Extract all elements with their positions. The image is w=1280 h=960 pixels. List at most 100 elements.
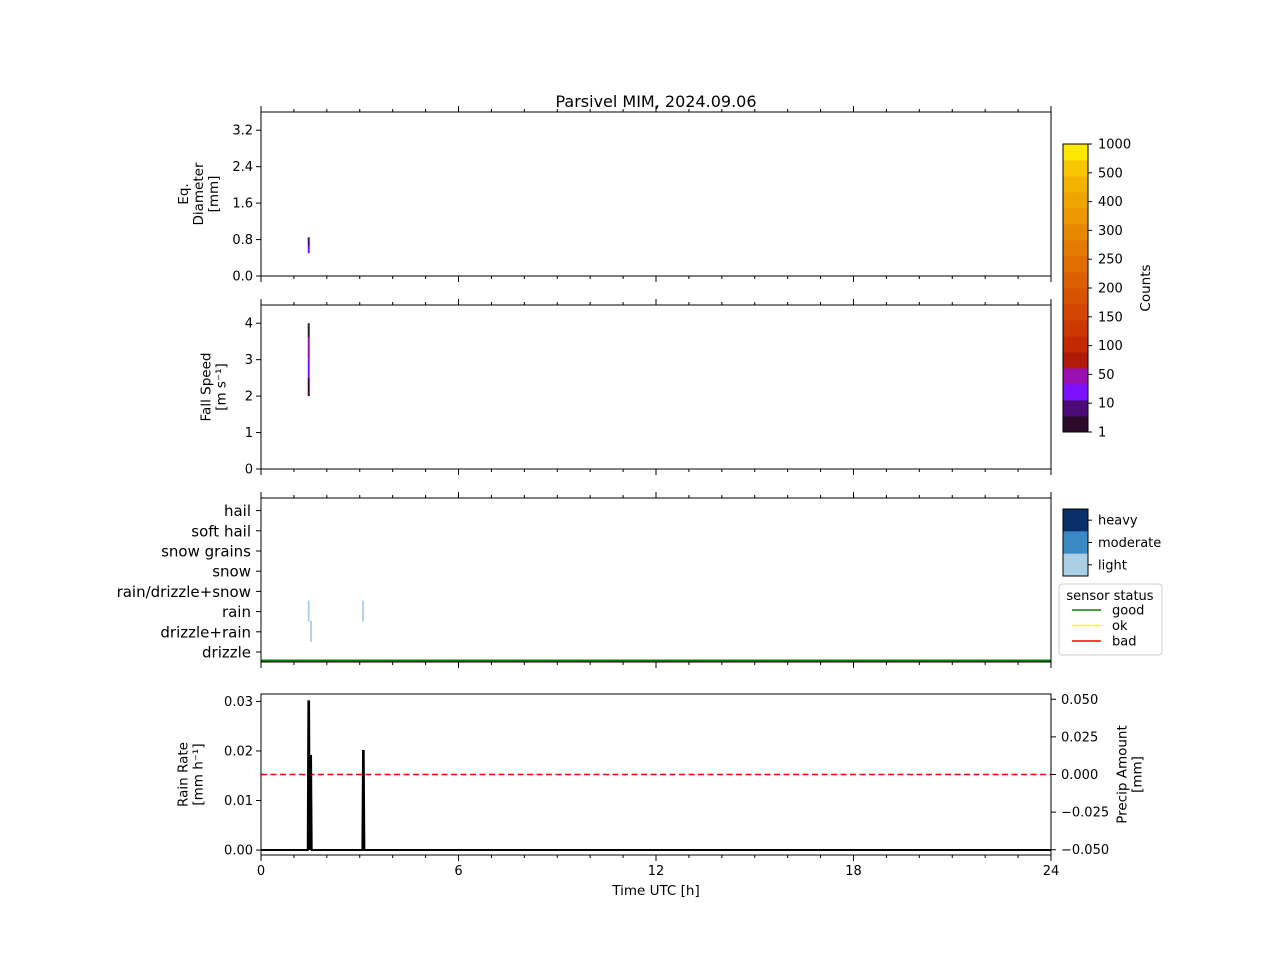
x-tick-label: 12 xyxy=(648,864,665,879)
colorbar-segment xyxy=(1063,160,1088,177)
x-tick-label: 24 xyxy=(1043,864,1060,879)
colorbar-tick-label: 500 xyxy=(1098,166,1123,181)
y2-axis-label: Precip Amount xyxy=(1115,725,1131,824)
y-tick-label: 3.2 xyxy=(232,124,253,139)
y-tick-label: 1 xyxy=(245,426,253,441)
intensity-colorbar: heavy moderate light xyxy=(1062,508,1161,577)
precip-type-panel: drizzle drizzle+rain rain rain/drizzle+snow… xyxy=(117,492,1052,668)
y-tick-label: 0.03 xyxy=(224,695,253,710)
y2-tick-label: 0.000 xyxy=(1061,768,1098,783)
rain-rate-line xyxy=(261,700,1051,852)
y-tick-label: 0.0 xyxy=(232,270,253,285)
colorbar-segment xyxy=(1063,256,1088,273)
y2-tick-label: 0.025 xyxy=(1061,730,1098,745)
legend-item-label: bad xyxy=(1112,635,1136,650)
y-axis-label: Fall Speed xyxy=(199,353,215,422)
heatmap-cell xyxy=(307,237,310,247)
intensity-frame xyxy=(1062,508,1089,577)
legend-title: sensor status xyxy=(1066,589,1153,604)
diameter-panel: 0.0 0.8 1.6 2.4 3.2 Eq. Diameter [mm] xyxy=(176,106,1052,285)
colorbar-segment xyxy=(1063,368,1088,385)
colorbar-tick-label: 10 xyxy=(1098,397,1115,412)
colorbar-segment xyxy=(1063,336,1088,353)
chart-title: Parsivel MIM, 2024.09.06 xyxy=(555,92,756,111)
colorbar-segment xyxy=(1063,192,1088,209)
colorbar-segment xyxy=(1063,272,1088,289)
legend-item-label: ok xyxy=(1112,619,1128,634)
intensity-segment xyxy=(1063,531,1088,554)
category-label: snow grains xyxy=(161,543,251,561)
colorbar-tick-label: 100 xyxy=(1098,339,1123,354)
category-label: snow xyxy=(212,563,251,581)
y-tick-label: 2.4 xyxy=(232,160,253,175)
colorbar-segment xyxy=(1063,400,1088,417)
heatmap-cell xyxy=(307,377,310,397)
colorbar-tick-label: 200 xyxy=(1098,282,1123,297)
category-label: rain xyxy=(222,603,251,621)
y2-tick-label: 0.050 xyxy=(1061,693,1098,708)
category-label: soft hail xyxy=(191,522,251,540)
counts-colorbar: 1 10 50 100 150 200 250 300 400 500 1000 Counts xyxy=(1062,138,1154,441)
y-axis-label: Rain Rate xyxy=(176,742,192,807)
y-tick-label: 1.6 xyxy=(232,197,253,212)
y2-axis-label: [mm] xyxy=(1130,756,1146,793)
colorbar-segment xyxy=(1063,240,1088,257)
colorbar-segment xyxy=(1063,304,1088,321)
y-tick-label: 0 xyxy=(245,463,253,478)
y-axis-label: Eq. xyxy=(176,183,192,204)
category-label: rain/drizzle+snow xyxy=(117,583,251,601)
y-tick-label: 4 xyxy=(245,317,253,332)
colorbar-tick-label: 1000 xyxy=(1098,138,1131,153)
colorbar-tick-label: 400 xyxy=(1098,195,1123,210)
intensity-label: heavy xyxy=(1098,514,1138,529)
colorbar-segment xyxy=(1063,416,1088,433)
colorbar-segment xyxy=(1063,208,1088,225)
fall-speed-panel: 0 1 2 3 4 Fall Speed [m s⁻¹] xyxy=(199,299,1052,478)
y-tick-label: 3 xyxy=(245,353,253,368)
colorbar-segment xyxy=(1063,144,1088,161)
y-axis-label: [m s⁻¹] xyxy=(214,363,230,411)
colorbar-segment xyxy=(1063,352,1088,369)
colorbar-tick-label: 1 xyxy=(1098,426,1106,441)
colorbar-tick-label: 150 xyxy=(1098,310,1123,325)
heatmap-cell xyxy=(307,359,310,378)
legend-frame xyxy=(1058,583,1163,656)
colorbar-segment xyxy=(1063,320,1088,337)
legend-item-label: good xyxy=(1112,604,1144,619)
y-tick-label: 0.8 xyxy=(232,233,253,248)
x-tick-label: 6 xyxy=(454,864,462,879)
rain-rate-panel: 0.00 0.01 0.02 0.03 0.050 0.025 0.000 −0.025 −0.… xyxy=(176,693,1146,879)
x-tick-label: 18 xyxy=(845,864,862,879)
intensity-segment xyxy=(1063,509,1088,532)
colorbar-segment xyxy=(1063,288,1088,305)
category-label: drizzle+rain xyxy=(160,623,251,641)
colorbar-segment xyxy=(1063,384,1088,401)
intensity-label: moderate xyxy=(1098,536,1161,551)
colorbar-label: Counts xyxy=(1138,264,1154,311)
y-axis-label: [mm h⁻¹] xyxy=(191,743,207,805)
y-tick-label: 0.00 xyxy=(224,844,253,859)
category-label: hail xyxy=(224,502,251,520)
colorbar-tick-label: 50 xyxy=(1098,368,1115,383)
colorbar-tick-label: 250 xyxy=(1098,253,1123,268)
y-tick-label: 2 xyxy=(245,390,253,405)
x-axis-label: Time UTC [h] xyxy=(611,883,699,899)
heatmap-cell xyxy=(307,323,310,338)
y-tick-label: 0.01 xyxy=(224,794,253,809)
y-axis-label: [mm] xyxy=(206,176,222,213)
heatmap-cell xyxy=(307,337,310,360)
category-label: drizzle xyxy=(202,644,251,662)
y2-tick-label: −0.050 xyxy=(1061,843,1109,858)
heatmap-cell xyxy=(307,246,310,254)
intensity-segment xyxy=(1063,553,1088,577)
intensity-label: light xyxy=(1098,558,1127,573)
colorbar-segment xyxy=(1063,224,1088,241)
y2-tick-label: −0.025 xyxy=(1061,806,1109,821)
y-axis-label: Diameter xyxy=(191,162,207,225)
x-tick-label: 0 xyxy=(257,864,265,879)
y-tick-label: 0.02 xyxy=(224,744,253,759)
colorbar-segment xyxy=(1063,176,1088,193)
colorbar-tick-label: 300 xyxy=(1098,224,1123,239)
